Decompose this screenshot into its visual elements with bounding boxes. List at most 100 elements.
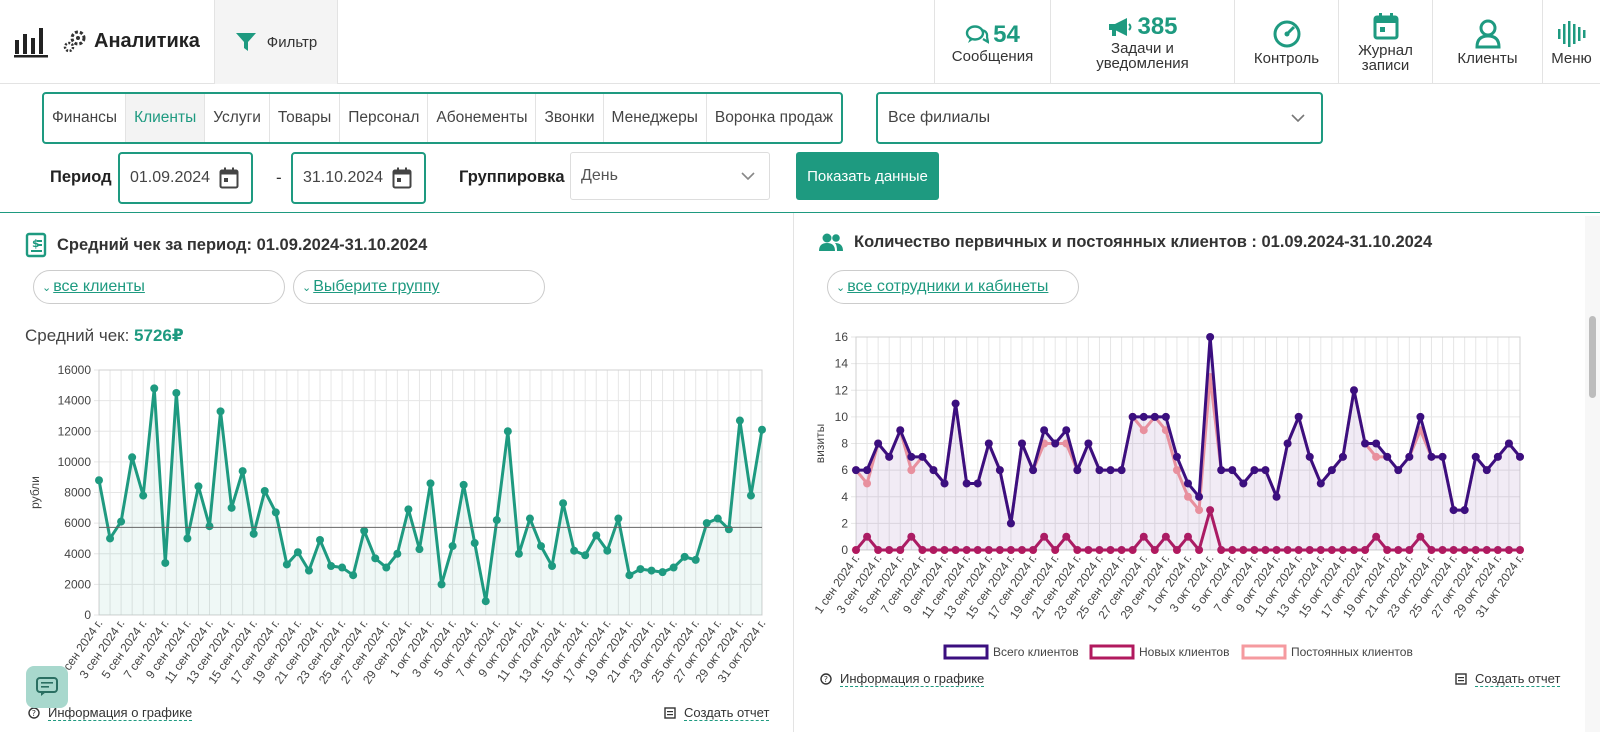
data-point — [658, 568, 667, 577]
data-point — [1006, 519, 1015, 528]
bar-chart-logo-icon[interactable] — [14, 26, 48, 58]
tab-item[interactable]: Услуги — [205, 94, 270, 142]
y-tick-label: 6000 — [64, 516, 91, 530]
data-point — [885, 452, 894, 461]
journal-button[interactable]: Журнал записи — [1338, 0, 1432, 84]
avg-check-label: Средний чек: — [25, 326, 130, 345]
chat-bubbles-icon — [965, 24, 990, 44]
avg-check-title-text: Средний чек за период: 01.09.2024-31.10.… — [57, 235, 428, 254]
data-point — [1372, 439, 1381, 448]
right-info-text: Информация о графике — [840, 671, 985, 687]
data-point — [459, 480, 468, 489]
left-info-text: Информация о графике — [48, 705, 193, 721]
y-tick-label: 2000 — [64, 577, 91, 591]
tab-item[interactable]: Звонки — [536, 94, 604, 142]
avg-check-title: $ Средний чек за период: 01.09.2024-31.1… — [25, 232, 427, 258]
y-tick-label: 4000 — [64, 547, 91, 561]
data-point — [260, 486, 269, 495]
group-filter-value: Выберите группу — [313, 278, 440, 295]
left-report-link[interactable]: Создать отчет — [664, 705, 770, 721]
scrollbar-thumb[interactable] — [1589, 316, 1596, 398]
branch-select[interactable]: Все филиалы — [876, 92, 1323, 144]
data-point — [1217, 466, 1226, 475]
brand[interactable]: Аналитика — [62, 28, 200, 54]
control-button[interactable]: Контроль — [1234, 0, 1338, 84]
data-point — [1504, 439, 1513, 448]
report-tabs: Финансы Клиенты Услуги Товары Персонал Абонем… — [42, 92, 844, 144]
data-point — [614, 514, 623, 523]
grouping-select[interactable]: День — [570, 152, 770, 200]
data-point — [1394, 546, 1403, 554]
menu-label: Меню — [1551, 49, 1592, 67]
clients-button[interactable]: Клиенты — [1432, 0, 1542, 84]
data-point — [1471, 546, 1480, 554]
y-tick-label: 4 — [841, 490, 848, 504]
data-point — [863, 466, 872, 475]
data-point — [1305, 546, 1314, 554]
date-to-input[interactable]: 31.10.2024 — [291, 152, 426, 204]
data-point — [907, 532, 916, 541]
data-point — [316, 535, 324, 544]
tab-item[interactable]: Клиенты — [126, 94, 206, 142]
data-point — [874, 546, 883, 554]
data-point — [1449, 506, 1458, 515]
tab-item[interactable]: Менеджеры — [604, 94, 707, 142]
tab-item[interactable]: Абонементы — [428, 94, 537, 142]
messages-button[interactable]: 54 Сообщения — [934, 0, 1050, 84]
filter-button[interactable]: Фильтр — [214, 0, 338, 84]
tab-item[interactable]: Персонал — [340, 94, 429, 142]
data-point — [1327, 546, 1336, 554]
page-scrollbar[interactable] — [1585, 216, 1600, 732]
tab-item[interactable]: Финансы — [44, 94, 127, 142]
data-point — [1283, 439, 1292, 448]
chevron-down-icon: ⌄ — [302, 281, 312, 294]
data-point — [984, 439, 993, 448]
data-point — [415, 545, 424, 554]
data-point — [962, 479, 971, 488]
clients-filter-dropdown[interactable]: ⌄ все клиенты — [33, 270, 285, 304]
legend-swatch — [943, 644, 989, 660]
calendar-icon — [1373, 13, 1398, 40]
data-point — [1338, 546, 1347, 554]
data-point — [106, 534, 115, 543]
staff-filter-dropdown[interactable]: ⌄ все сотрудники и кабинеты — [827, 270, 1079, 304]
clients-count-title: Количество первичных и постоянных клиент… — [818, 232, 1432, 252]
show-data-button[interactable]: Показать данные — [796, 152, 939, 200]
data-point — [1516, 546, 1524, 554]
data-point — [238, 467, 247, 476]
avg-check-chart: 0 2000 4000 6000 8000 10000 12000 14000 16000 руб… — [28, 365, 768, 687]
journal-label-line1: Журнал — [1358, 42, 1413, 59]
data-point — [1482, 466, 1491, 475]
data-point — [874, 439, 883, 448]
data-point — [1272, 492, 1281, 501]
right-info-link[interactable]: ? Информация о графике — [820, 671, 985, 687]
toolbar-divider — [0, 212, 1600, 213]
y-tick-label: 0 — [841, 543, 848, 557]
funnel-icon — [235, 33, 256, 51]
data-point — [1161, 532, 1170, 541]
data-point — [1460, 506, 1469, 515]
calendar-picker-icon[interactable] — [392, 167, 412, 189]
chat-widget-button[interactable] — [26, 666, 68, 708]
menu-button[interactable]: Меню — [1542, 0, 1600, 84]
data-point — [885, 546, 894, 554]
data-point — [1294, 412, 1303, 421]
calendar-picker-icon[interactable] — [219, 167, 239, 189]
data-point — [426, 479, 435, 488]
data-point — [713, 514, 722, 523]
legend-label: Всего клиентов — [993, 645, 1079, 659]
group-filter-dropdown[interactable]: ⌄ Выберите группу — [293, 270, 545, 304]
data-point — [929, 466, 938, 475]
data-point — [437, 580, 446, 589]
tasks-button[interactable]: 385 Задачи и уведомления — [1050, 0, 1234, 84]
data-point — [1338, 452, 1347, 461]
right-report-link[interactable]: Создать отчет — [1455, 671, 1561, 687]
data-point — [918, 546, 927, 554]
messages-count: 54 — [993, 20, 1020, 48]
left-info-link[interactable]: ? Информация о графике — [28, 705, 193, 721]
data-point — [1416, 412, 1425, 421]
date-from-input[interactable]: 01.09.2024 — [118, 152, 253, 204]
data-point — [1372, 452, 1381, 461]
tab-item[interactable]: Воронка продаж — [714, 109, 834, 126]
tab-item[interactable]: Товары — [270, 94, 341, 142]
